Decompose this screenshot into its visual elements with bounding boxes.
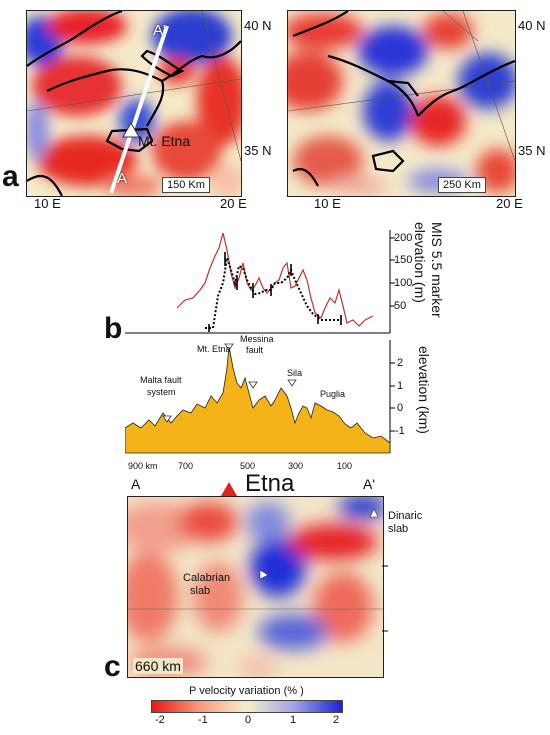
section-end-label: A' (153, 22, 166, 39)
distance-tick-900: 900 km (128, 461, 158, 471)
section-c-title: Etna (245, 470, 295, 497)
messina-label-2: fault (246, 345, 264, 355)
calabrian-label-2: slab (190, 585, 211, 597)
map2-scale: 250 Km (438, 177, 486, 193)
map2-lon-right: 20 E (496, 196, 523, 211)
etna-triangle (221, 482, 237, 496)
topography-line (176, 232, 374, 327)
distance-tick-700: 700 (178, 461, 194, 471)
distance-tick-500: 500 (240, 461, 256, 471)
mis-axis-label-2: elevation (m) (412, 222, 428, 303)
elevation-profiles (125, 228, 395, 458)
panel-c-letter: c (104, 650, 121, 683)
panel-a-letter: a (2, 160, 19, 193)
colorbar-tick-1: 1 (290, 714, 297, 726)
dinaric-label-2: slab (388, 523, 409, 535)
distance-tick-300: 300 (288, 461, 304, 471)
distance-tick-100: 100 (337, 461, 353, 471)
mis-tick-200: 200 (394, 232, 413, 244)
panel-b-letter: b (104, 312, 123, 345)
map1-lat-top: 40 N (244, 18, 272, 33)
puglia-label: Puglia (320, 389, 346, 399)
etna-marker (122, 121, 140, 138)
velocity-section-field (128, 497, 383, 677)
colorbar-tick-neg1: -1 (198, 714, 208, 726)
map2-lat-bottom: 35 N (518, 143, 546, 158)
section-right-ticks (382, 565, 388, 632)
messina-label-1: Messina (240, 334, 274, 344)
map2-lon-left: 10 E (314, 196, 341, 211)
tomography-map-250km (287, 10, 516, 197)
colorbar-title: P velocity variation (% ) (189, 685, 304, 697)
elevation-axis-label: elevation (km) (416, 346, 432, 434)
coastline-2 (292, 11, 515, 187)
etna-profile-label: Mt. Etna (197, 344, 231, 354)
depth-label: 660 km (133, 658, 183, 674)
map1-lon-right: 20 E (220, 196, 247, 211)
mt-etna-label: Mt. Etna (138, 133, 191, 149)
colorbar-tick-0: 0 (245, 714, 252, 726)
mis-tick-50: 50 (394, 300, 407, 312)
velocity-anomaly-field-2 (288, 13, 515, 196)
mis-axis-label-1: MIS 5.5 marker (429, 222, 445, 318)
elev-tick-2: 2 (397, 357, 404, 369)
colorbar (151, 700, 343, 713)
map2-lat-top: 40 N (518, 18, 546, 33)
dinaric-label-1: Dinaric (388, 510, 423, 522)
mis-tick-150: 150 (394, 254, 413, 266)
topography-profile (125, 345, 391, 454)
calabrian-label-1: Calabrian (183, 572, 231, 584)
elev-tick-neg1: -1 (395, 425, 405, 437)
elev-tick-1: 1 (397, 380, 404, 392)
elev-tick-0: 0 (397, 402, 404, 414)
sila-label: Sila (287, 368, 303, 378)
map1-scale: 150 Km (162, 177, 210, 193)
tomography-map-150km (26, 10, 242, 197)
malta-label-1: Malta fault (140, 375, 182, 385)
map1-lon-left: 10 E (34, 196, 61, 211)
section-c-end: A' (363, 476, 376, 492)
colorbar-tick-2: 2 (333, 714, 340, 726)
map1-lat-bottom: 35 N (244, 143, 272, 158)
mis-tick-100: 100 (394, 277, 413, 289)
coastline (27, 11, 241, 196)
tomography-cross-section (127, 496, 384, 678)
section-c-start: A (131, 476, 141, 492)
malta-label-2: system (147, 387, 176, 397)
colorbar-tick-neg2: -2 (155, 714, 165, 726)
section-start-label: A (117, 170, 128, 187)
